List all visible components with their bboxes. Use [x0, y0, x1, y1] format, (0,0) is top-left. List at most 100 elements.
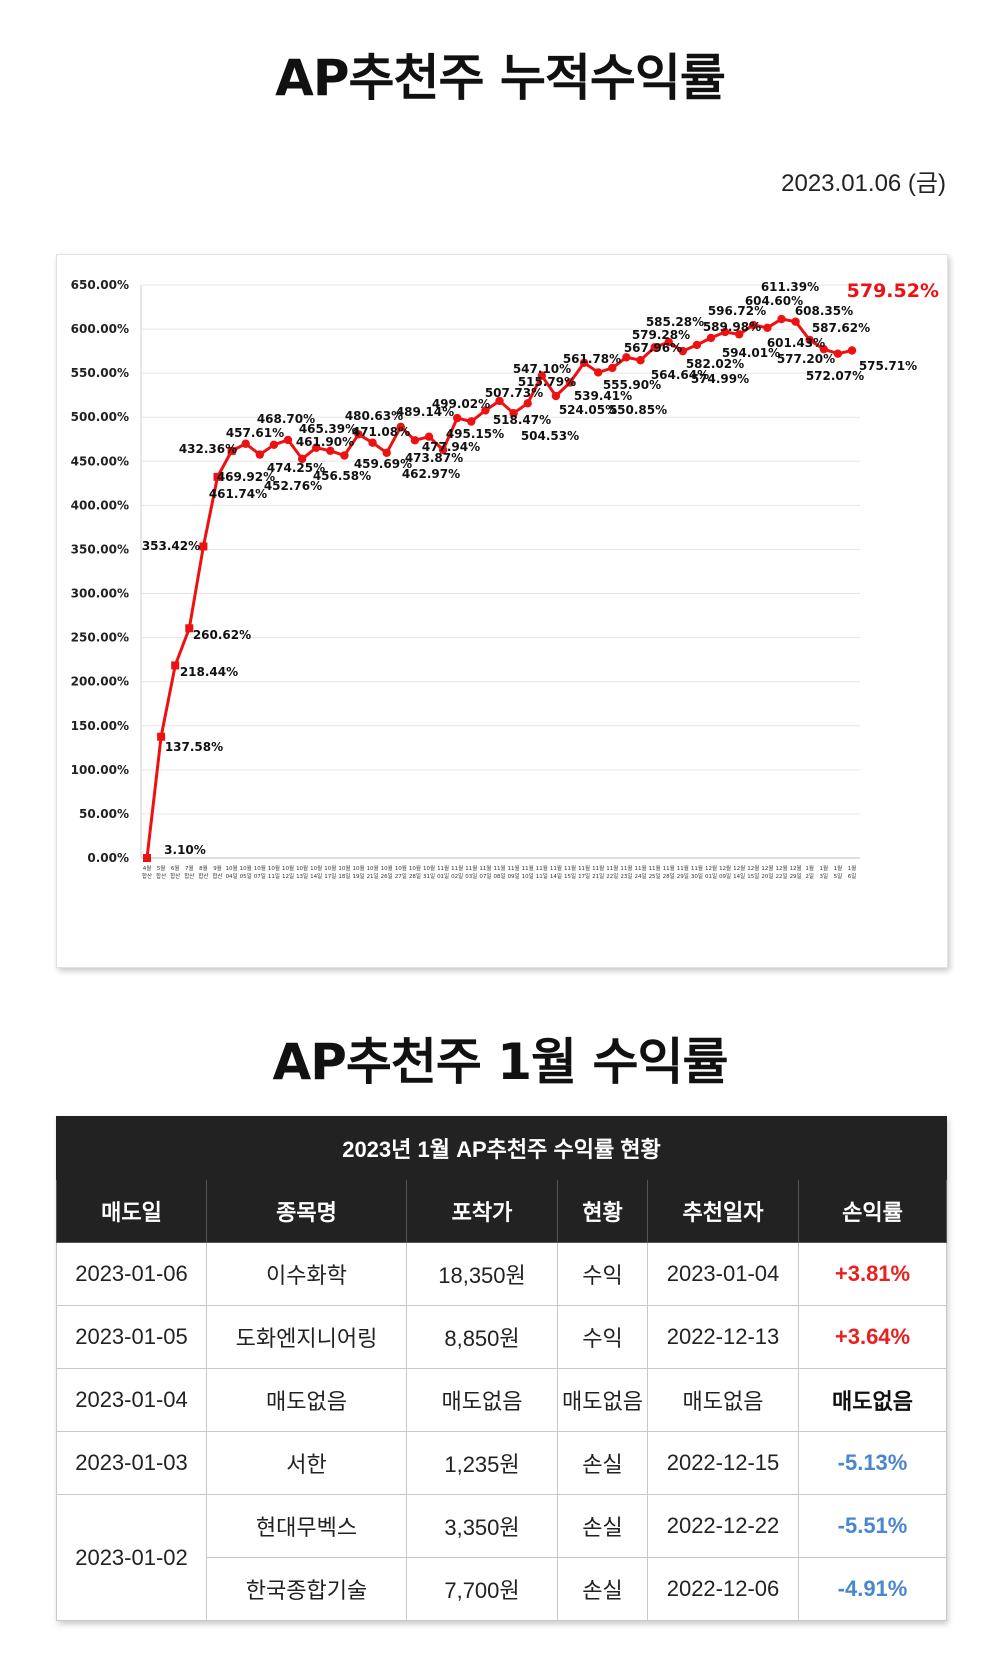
x-tick-label: 11월 30일	[691, 864, 703, 880]
data-label: 480.63%	[345, 409, 403, 423]
x-tick-label: 4월 합산	[142, 864, 152, 880]
data-point	[199, 542, 208, 551]
data-point	[424, 432, 434, 441]
x-tick-label: 11월 25일	[649, 864, 661, 880]
data-label: 587.62%	[812, 321, 870, 335]
data-point	[537, 371, 546, 380]
data-label: 539.41%	[574, 389, 632, 403]
cell-return-rate: -5.51%	[798, 1494, 947, 1558]
cell-stock-name: 도화엔지니어링	[206, 1305, 407, 1369]
cell-status: 손실	[557, 1557, 648, 1621]
data-point	[664, 337, 673, 347]
x-tick-label: 1월 2일	[805, 864, 814, 880]
data-label: 456.58%	[313, 469, 371, 483]
data-point	[241, 439, 250, 448]
x-tick-label: 9월 합산	[212, 864, 222, 880]
cell-status: 매도없음	[557, 1368, 648, 1432]
data-label: 608.35%	[795, 304, 853, 318]
header-sell-date: 매도일	[56, 1179, 207, 1243]
data-label: 473.87%	[405, 451, 463, 465]
header-return-rate: 손익률	[798, 1179, 947, 1243]
x-tick-label: 12월 14일	[733, 864, 745, 880]
data-point	[791, 317, 800, 326]
cell-entry-price: 8,850원	[406, 1305, 558, 1369]
data-point	[509, 409, 518, 418]
data-point	[269, 440, 279, 450]
x-tick-label: 12월 22일	[775, 864, 787, 880]
header-recommend-date: 추천일자	[647, 1179, 799, 1243]
x-tick-label: 11월 22일	[606, 864, 618, 880]
cell-stock-name: 현대무벡스	[206, 1494, 407, 1558]
y-tick-label: 650.00%	[71, 278, 129, 292]
x-tick-label: 10월 26일	[381, 864, 393, 880]
x-tick-label: 10월 28일	[409, 864, 421, 880]
cell-stock-name: 매도없음	[206, 1368, 407, 1432]
data-label: 518.47%	[493, 413, 551, 427]
data-point	[255, 450, 264, 459]
data-point	[396, 422, 405, 432]
data-point	[706, 333, 716, 343]
data-label: 601.43%	[767, 336, 825, 350]
x-tick-label: 12월 20일	[761, 864, 773, 880]
data-point	[340, 451, 349, 460]
y-tick-label: 400.00%	[71, 498, 129, 512]
data-label: 575.71%	[859, 359, 917, 373]
table-row: 2023-01-05 도화엔지니어링 8,850원 수익 2022-12-13 …	[56, 1305, 947, 1369]
data-label: 577.20%	[777, 352, 835, 366]
data-point	[579, 358, 589, 367]
page-title: AP추천주 누적수익률	[275, 49, 726, 107]
data-label: 594.01%	[722, 346, 780, 360]
x-tick-label: 10월 13일	[296, 864, 308, 880]
y-tick-label: 550.00%	[71, 366, 129, 380]
table-row: 한국종합기술 7,700원 손실 2022-12-06 -4.91%	[57, 1557, 947, 1621]
data-label: 547.10%	[513, 362, 571, 376]
x-tick-label: 6월 합산	[170, 864, 180, 880]
data-label: 524.05%	[559, 403, 617, 417]
data-point	[678, 346, 687, 356]
x-tick-label: 11월 17일	[578, 864, 590, 880]
x-tick-label: 1월 3일	[820, 864, 829, 880]
x-tick-label: 11월 02일	[451, 864, 463, 880]
cell-entry-price: 18,350원	[406, 1242, 558, 1306]
data-point	[650, 343, 659, 352]
data-point	[467, 417, 476, 426]
data-point	[213, 472, 222, 481]
x-tick-label: 10월 21일	[367, 864, 379, 880]
x-tick-label: 12월 01일	[705, 864, 717, 880]
cell-status: 수익	[557, 1242, 648, 1306]
data-label: 579.28%	[632, 328, 690, 342]
y-tick-label: 0.00%	[87, 851, 129, 865]
data-point	[382, 448, 391, 457]
cell-recommend-date: 매도없음	[647, 1368, 799, 1432]
data-label: 461.74%	[209, 487, 267, 501]
data-point	[565, 378, 575, 387]
cell-status: 손실	[557, 1494, 648, 1558]
data-point	[410, 436, 420, 445]
data-label: 137.58%	[165, 740, 223, 754]
x-tick-label: 1월 5일	[834, 864, 843, 880]
data-label: 489.14%	[396, 405, 454, 419]
table-caption: 2023년 1월 AP추천주 수익률 현황	[56, 1116, 947, 1180]
data-label: 452.76%	[264, 479, 322, 493]
cell-recommend-date: 2022-12-15	[647, 1431, 799, 1495]
data-label: 457.61%	[226, 426, 284, 440]
data-point	[171, 661, 180, 670]
x-tick-label: 12월 09일	[719, 864, 731, 880]
x-tick-label: 11월 08일	[493, 864, 505, 880]
data-label: 462.97%	[402, 467, 460, 481]
cell-recommend-date: 2023-01-04	[647, 1242, 799, 1306]
data-point	[622, 353, 631, 362]
data-point	[692, 340, 702, 350]
y-tick-label: 500.00%	[71, 410, 129, 424]
x-tick-label: 5월 합산	[156, 864, 166, 880]
x-tick-label: 10월 27일	[395, 864, 407, 880]
cell-stock-name: 이수화학	[206, 1242, 407, 1306]
data-label: 468.70%	[257, 412, 315, 426]
x-tick-label: 10월 12일	[282, 864, 294, 880]
cell-sell-date: 2023-01-04	[56, 1368, 207, 1432]
data-point	[326, 446, 335, 456]
data-label: 596.72%	[708, 304, 766, 318]
cell-entry-price: 1,235원	[406, 1431, 558, 1495]
y-tick-label: 50.00%	[79, 807, 129, 821]
x-tick-label: 11월 03일	[465, 864, 477, 880]
